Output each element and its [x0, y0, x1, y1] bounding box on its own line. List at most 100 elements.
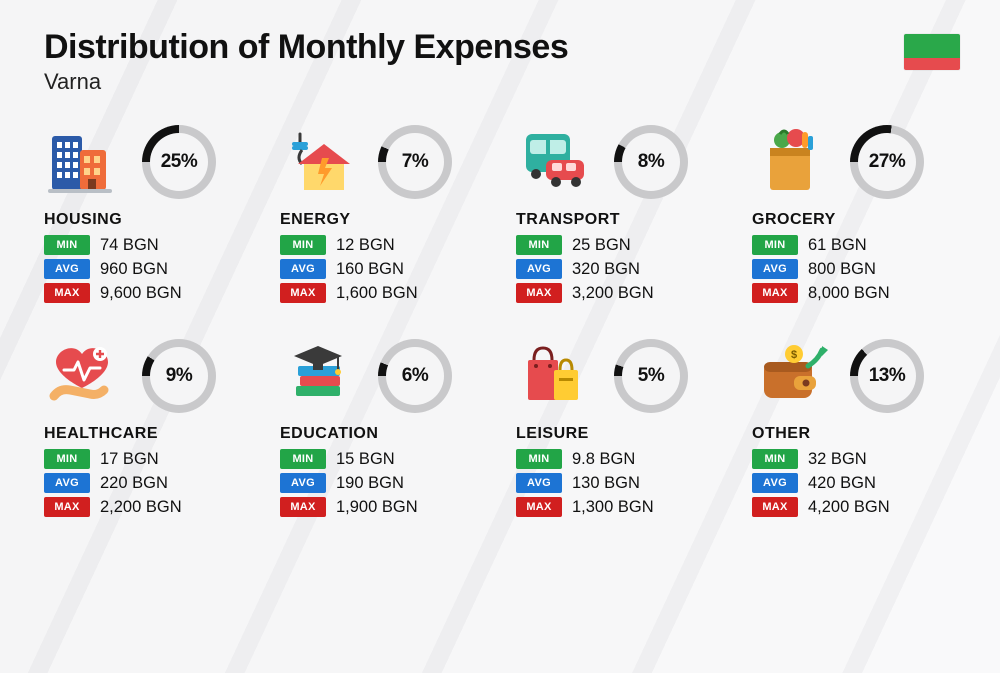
avg-badge: AVG	[280, 473, 326, 493]
avg-value: 960 BGN	[100, 260, 168, 279]
avg-badge: AVG	[516, 259, 562, 279]
avg-badge: AVG	[752, 259, 798, 279]
buildings-icon	[44, 126, 124, 198]
percent-value: 6%	[402, 365, 428, 387]
category-stats: MIN 15 BGN AVG 190 BGN MAX 1,900 BGN	[280, 449, 488, 517]
page-title: Distribution of Monthly Expenses	[44, 28, 960, 67]
category-card-leisure: 5% LEISURE MIN 9.8 BGN AVG 130 BGN MAX 1…	[516, 337, 724, 517]
category-name: ENERGY	[280, 211, 488, 229]
min-value: 12 BGN	[336, 236, 395, 255]
avg-value: 160 BGN	[336, 260, 404, 279]
max-badge: MAX	[280, 497, 326, 517]
category-name: HEALTHCARE	[44, 425, 252, 443]
percent-donut: 13%	[850, 339, 924, 413]
max-badge: MAX	[44, 497, 90, 517]
category-stats: MIN 25 BGN AVG 320 BGN MAX 3,200 BGN	[516, 235, 724, 303]
category-name: OTHER	[752, 425, 960, 443]
grocery-bag-icon	[752, 126, 832, 198]
avg-badge: AVG	[752, 473, 798, 493]
percent-value: 9%	[166, 365, 192, 387]
percent-value: 27%	[869, 151, 906, 173]
category-stats: MIN 17 BGN AVG 220 BGN MAX 2,200 BGN	[44, 449, 252, 517]
percent-value: 8%	[638, 151, 664, 173]
max-badge: MAX	[280, 283, 326, 303]
category-stats: MIN 61 BGN AVG 800 BGN MAX 8,000 BGN	[752, 235, 960, 303]
percent-value: 5%	[638, 365, 664, 387]
shopping-bags-icon	[516, 340, 596, 412]
bus-car-icon	[516, 126, 596, 198]
min-badge: MIN	[44, 235, 90, 255]
category-card-energy: 7% ENERGY MIN 12 BGN AVG 160 BGN MAX 1,6…	[280, 123, 488, 303]
energy-house-icon	[280, 126, 360, 198]
avg-value: 420 BGN	[808, 474, 876, 493]
max-badge: MAX	[44, 283, 90, 303]
percent-donut: 7%	[378, 125, 452, 199]
category-name: TRANSPORT	[516, 211, 724, 229]
category-card-other: $ 13% OTHER MIN 32 BGN AVG 420 BGN MAX 4…	[752, 337, 960, 517]
categories-grid: 25% HOUSING MIN 74 BGN AVG 960 BGN MAX 9…	[44, 123, 960, 517]
max-value: 1,300 BGN	[572, 498, 654, 517]
min-value: 74 BGN	[100, 236, 159, 255]
min-value: 17 BGN	[100, 450, 159, 469]
min-badge: MIN	[44, 449, 90, 469]
category-card-transport: 8% TRANSPORT MIN 25 BGN AVG 320 BGN MAX …	[516, 123, 724, 303]
avg-value: 220 BGN	[100, 474, 168, 493]
max-badge: MAX	[516, 283, 562, 303]
max-badge: MAX	[752, 497, 798, 517]
category-name: EDUCATION	[280, 425, 488, 443]
max-value: 1,600 BGN	[336, 284, 418, 303]
percent-donut: 9%	[142, 339, 216, 413]
page-subtitle: Varna	[44, 69, 960, 95]
min-badge: MIN	[280, 235, 326, 255]
category-name: HOUSING	[44, 211, 252, 229]
percent-value: 7%	[402, 151, 428, 173]
avg-badge: AVG	[44, 259, 90, 279]
avg-badge: AVG	[280, 259, 326, 279]
percent-donut: 5%	[614, 339, 688, 413]
category-stats: MIN 74 BGN AVG 960 BGN MAX 9,600 BGN	[44, 235, 252, 303]
category-name: GROCERY	[752, 211, 960, 229]
avg-badge: AVG	[516, 473, 562, 493]
avg-value: 320 BGN	[572, 260, 640, 279]
category-card-healthcare: 9% HEALTHCARE MIN 17 BGN AVG 220 BGN MAX…	[44, 337, 252, 517]
svg-text:$: $	[791, 349, 797, 361]
percent-value: 25%	[161, 151, 198, 173]
min-value: 32 BGN	[808, 450, 867, 469]
category-card-housing: 25% HOUSING MIN 74 BGN AVG 960 BGN MAX 9…	[44, 123, 252, 303]
min-badge: MIN	[516, 235, 562, 255]
category-stats: MIN 32 BGN AVG 420 BGN MAX 4,200 BGN	[752, 449, 960, 517]
max-value: 8,000 BGN	[808, 284, 890, 303]
max-badge: MAX	[752, 283, 798, 303]
max-badge: MAX	[516, 497, 562, 517]
min-badge: MIN	[752, 449, 798, 469]
wallet-icon: $	[752, 340, 832, 412]
max-value: 2,200 BGN	[100, 498, 182, 517]
avg-badge: AVG	[44, 473, 90, 493]
grad-books-icon	[280, 340, 360, 412]
category-stats: MIN 9.8 BGN AVG 130 BGN MAX 1,300 BGN	[516, 449, 724, 517]
percent-donut: 6%	[378, 339, 452, 413]
flag-icon	[904, 34, 960, 70]
avg-value: 190 BGN	[336, 474, 404, 493]
min-badge: MIN	[752, 235, 798, 255]
max-value: 3,200 BGN	[572, 284, 654, 303]
min-value: 25 BGN	[572, 236, 631, 255]
max-value: 9,600 BGN	[100, 284, 182, 303]
min-value: 61 BGN	[808, 236, 867, 255]
category-card-grocery: 27% GROCERY MIN 61 BGN AVG 800 BGN MAX 8…	[752, 123, 960, 303]
min-badge: MIN	[516, 449, 562, 469]
min-value: 15 BGN	[336, 450, 395, 469]
percent-donut: 8%	[614, 125, 688, 199]
category-name: LEISURE	[516, 425, 724, 443]
avg-value: 800 BGN	[808, 260, 876, 279]
max-value: 1,900 BGN	[336, 498, 418, 517]
min-badge: MIN	[280, 449, 326, 469]
heart-hand-icon	[44, 340, 124, 412]
percent-donut: 25%	[142, 125, 216, 199]
min-value: 9.8 BGN	[572, 450, 635, 469]
percent-value: 13%	[869, 365, 906, 387]
percent-donut: 27%	[850, 125, 924, 199]
avg-value: 130 BGN	[572, 474, 640, 493]
category-card-education: 6% EDUCATION MIN 15 BGN AVG 190 BGN MAX …	[280, 337, 488, 517]
category-stats: MIN 12 BGN AVG 160 BGN MAX 1,600 BGN	[280, 235, 488, 303]
